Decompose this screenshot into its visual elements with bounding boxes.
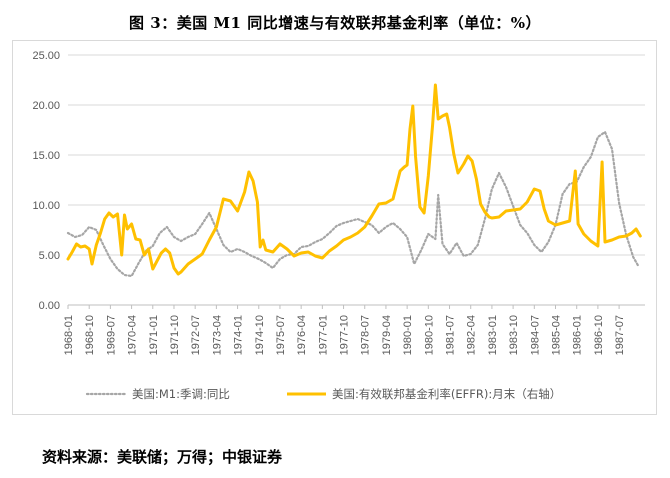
y-tick-label: 20.00 bbox=[32, 100, 60, 112]
y-tick-label: 25.00 bbox=[32, 50, 60, 62]
x-tick-label: 1980-10 bbox=[423, 315, 435, 355]
x-tick-label: 1968-01 bbox=[63, 315, 75, 355]
x-tick-label: 1968-10 bbox=[84, 315, 96, 355]
x-tick-label: 1984-07 bbox=[529, 315, 541, 355]
series-lines bbox=[66, 83, 642, 278]
gridlines bbox=[68, 54, 645, 306]
x-tick-label: 1980-01 bbox=[402, 315, 414, 355]
x-tick-label: 1974-01 bbox=[233, 315, 245, 355]
x-tick-label: 1986-01 bbox=[572, 315, 584, 355]
chart-frame bbox=[12, 40, 657, 415]
x-tick-label: 1976-04 bbox=[296, 315, 308, 355]
legend: 美国:M1:季调:同比 美国:有效联邦基金利率(EFFR):月末（右轴） bbox=[85, 387, 561, 401]
x-tick-label: 1971-10 bbox=[169, 315, 181, 355]
x-tick-label: 1973-04 bbox=[211, 315, 223, 355]
figure-title: 图 3：美国 M1 同比增速与有效联邦基金利率（单位：%） bbox=[129, 14, 541, 32]
x-tick-label: 1986-10 bbox=[593, 315, 605, 355]
x-axis-ticks: 1968-01 1968-10 1969-07 1970-04 1971-01 1971-… bbox=[63, 305, 626, 355]
legend-label-effr: 美国:有效联邦基金利率(EFFR):月末（右轴） bbox=[332, 387, 561, 401]
x-tick-label: 1969-07 bbox=[105, 315, 117, 355]
x-tick-label: 1982-04 bbox=[466, 315, 478, 355]
x-tick-label: 1977-10 bbox=[339, 315, 351, 355]
series-line-effr bbox=[66, 83, 642, 276]
y-axis-ticks: 0.00 5.00 10.00 15.00 20.00 25.00 bbox=[32, 50, 60, 312]
x-tick-label: 1971-01 bbox=[148, 315, 160, 355]
x-tick-label: 1981-07 bbox=[445, 315, 457, 355]
source-note: 资料来源：美联储；万得；中银证券 bbox=[42, 448, 283, 466]
x-tick-label: 1985-04 bbox=[551, 315, 563, 355]
x-tick-label: 1983-01 bbox=[487, 315, 499, 355]
x-tick-label: 1975-07 bbox=[275, 315, 287, 355]
y-tick-label: 0.00 bbox=[39, 300, 60, 312]
legend-label-m1: 美国:M1:季调:同比 bbox=[132, 387, 230, 401]
x-tick-label: 1972-07 bbox=[190, 315, 202, 355]
x-tick-label: 1978-07 bbox=[360, 315, 372, 355]
y-tick-label: 15.00 bbox=[32, 150, 60, 162]
series-line-m1 bbox=[66, 130, 641, 278]
y-tick-label: 10.00 bbox=[32, 200, 60, 212]
x-tick-label: 1974-10 bbox=[254, 315, 266, 355]
x-tick-label: 1970-04 bbox=[127, 315, 139, 355]
x-tick-label: 1983-10 bbox=[508, 315, 520, 355]
y-tick-label: 5.00 bbox=[39, 250, 60, 262]
x-tick-label: 1979-04 bbox=[381, 315, 393, 355]
x-tick-label: 1977-01 bbox=[317, 315, 329, 355]
x-tick-label: 1987-07 bbox=[614, 315, 626, 355]
